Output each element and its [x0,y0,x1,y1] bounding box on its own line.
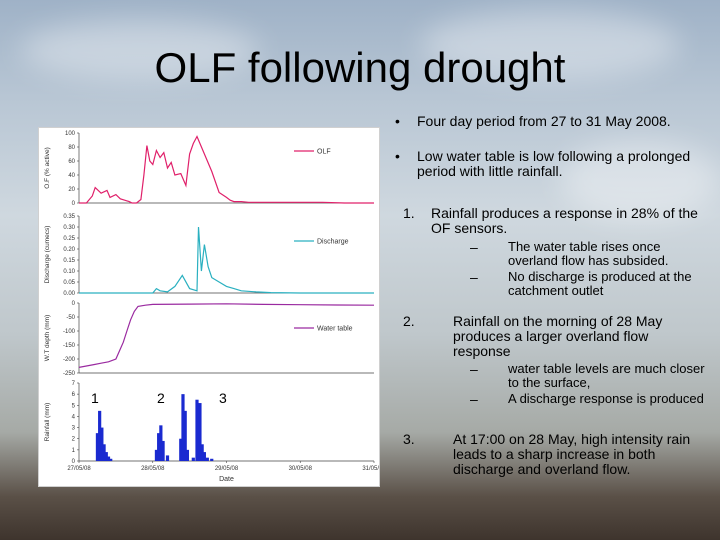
rain-bar [181,394,185,461]
rain-bar [198,403,202,461]
y-tick-label: 5 [72,403,76,409]
legend-label: OLF [317,149,331,156]
rain-bar [157,433,161,461]
event-annotation: 3 [219,390,227,406]
background-cloud [420,10,680,80]
y-tick-label: -250 [63,371,76,377]
rain-bar [98,410,102,461]
y-axis-label: Discharge (cumecs) [44,226,51,284]
item-number: 1. [403,205,415,221]
rain-bar [102,444,106,461]
series-line [79,135,374,204]
sub-text: The water table rises once overland flow… [508,239,669,268]
rain-bar [154,449,159,461]
sub-text: water table levels are much closer to th… [508,361,705,390]
x-tick-label: 31/05/08 [362,466,379,472]
y-tick-label: 60 [68,159,75,165]
background-cloud [20,20,260,80]
x-tick-label: 30/05/08 [289,466,313,472]
sub-marker: – [470,361,478,377]
item-number: 2. [403,313,415,329]
rain-bar [165,455,170,461]
y-tick-label: 100 [65,131,76,137]
rain-bar [202,452,206,461]
y-tick-label: 0.25 [63,236,75,242]
x-tick-label: 28/05/08 [141,466,165,472]
y-tick-label: -50 [66,315,75,321]
sub-text: No discharge is produced at the catchmen… [508,269,692,298]
series-line [79,226,374,294]
sub-marker: – [470,239,478,255]
item-text: At 17:00 on 28 May, high intensity rain … [453,431,691,477]
item-text: Rainfall produces a response in 28% of t… [431,205,698,236]
background-cloud [560,140,720,220]
hydrograph-panel: 100 80 60 40 20 0 O.F (% active) OLF 0.35 0.30 0.2… [38,127,380,487]
y-tick-label: 6 [72,392,76,398]
x-tick-label: 29/05/08 [215,466,239,472]
y-tick-label: -100 [63,329,76,335]
y-tick-label: 7 [72,381,76,387]
y-axis-label: O.F (% active) [44,147,51,189]
y-tick-label: 0 [72,301,76,307]
y-tick-label: 4 [72,414,76,420]
y-tick-label: 0 [72,201,76,207]
rain-bar [191,457,195,461]
y-axis-label: W.T depth (mm) [44,315,51,361]
rain-bar [200,444,204,461]
sub-marker: – [470,269,478,285]
rain-bar [95,433,100,461]
event-annotation: 2 [157,390,165,406]
y-tick-label: 3 [72,426,76,432]
rain-bar [205,457,209,461]
series-line [78,303,375,368]
y-tick-label: 20 [68,187,75,193]
rain-bar [183,410,187,461]
y-tick-label: 0.30 [63,225,75,231]
legend-label: Water table [317,326,353,333]
rain-bar [106,456,111,461]
x-axis-label: Date [219,476,234,483]
legend-label: Discharge [317,239,349,246]
slide-title: OLF following drought [154,44,566,91]
y-tick-label: 0.20 [63,247,75,253]
rain-bar [100,427,104,461]
bullet-text: Four day period from 27 to 31 May 2008. [417,113,671,129]
y-tick-label: 1 [72,448,76,454]
bullet-marker: • [395,148,400,164]
y-tick-label: 0.15 [63,258,75,264]
y-tick-label: -200 [63,357,76,363]
item-text: Rainfall on the morning of 28 May produc… [453,313,663,359]
rain-bar [185,449,190,461]
y-tick-label: -150 [63,343,76,349]
y-tick-label: 0 [72,459,76,465]
rain-bar [195,399,199,461]
item-number: 3. [403,431,415,447]
bullet-marker: • [395,113,400,129]
sub-text: A discharge response is produced [508,391,704,406]
y-tick-label: 0.05 [63,280,75,286]
y-axis-label: Rainfall (mm) [44,403,51,442]
sub-marker: – [470,391,478,407]
x-tick-label: 27/05/08 [67,466,91,472]
rain-bar [109,458,113,461]
rain-bar [159,425,163,461]
y-tick-label: 0.10 [63,269,75,275]
y-tick-label: 2 [72,437,76,443]
y-tick-label: 40 [68,173,75,179]
bullet-text: Low water table is low following a prolo… [417,148,691,179]
rain-bar [161,440,165,461]
rain-bar [210,458,214,461]
y-tick-label: 80 [68,145,75,151]
rain-bar [104,452,108,461]
y-tick-label: 0.35 [63,214,75,220]
event-annotation: 1 [91,390,99,406]
rain-bar [179,438,183,461]
y-tick-label: 0.00 [63,291,75,297]
